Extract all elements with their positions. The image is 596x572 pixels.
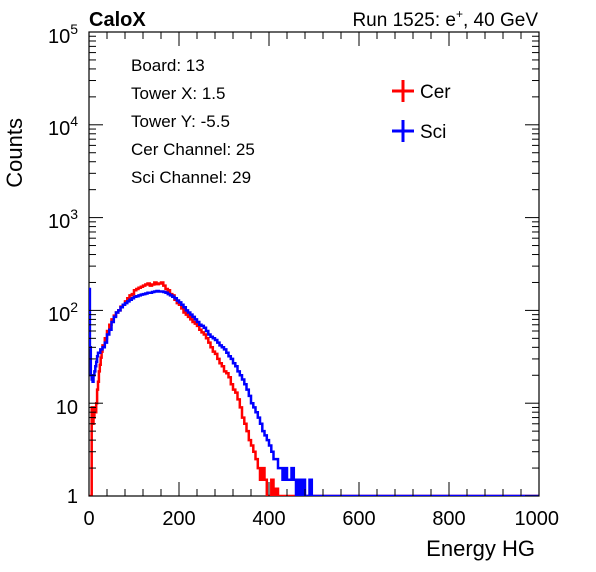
info-box: Board: 13 Tower X: 1.5 Tower Y: -5.5 Cer… (131, 56, 255, 187)
legend-label-sci: Sci (420, 122, 446, 143)
info-tower-x: Tower X: 1.5 (131, 84, 226, 103)
info-tower-y: Tower Y: -5.5 (131, 112, 230, 131)
x-axis-title: Energy HG (426, 536, 535, 561)
experiment-label: CaloX (89, 9, 146, 31)
y-tick-label-100: 102 (48, 299, 78, 326)
legend: Cer Sci (392, 80, 451, 143)
info-board: Board: 13 (131, 56, 205, 75)
x-tick-label-1000: 1000 (515, 508, 560, 530)
x-tick-labels: 0 200 400 600 800 1000 (83, 508, 559, 530)
x-tick-label-400: 400 (252, 508, 285, 530)
y-tick-label-10000: 104 (48, 113, 78, 140)
y-tick-label-1: 1 (67, 486, 78, 508)
run-info-label: Run 1525: e+, 40 GeV (352, 7, 538, 31)
x-tick-label-200: 200 (162, 508, 195, 530)
y-tick-label-10: 10 (56, 397, 78, 419)
y-tick-label-1000: 103 (48, 206, 78, 233)
x-tick-label-0: 0 (83, 508, 94, 530)
x-tick-label-600: 600 (342, 508, 375, 530)
legend-label-cer: Cer (420, 82, 451, 103)
info-sci-channel: Sci Channel: 29 (131, 168, 251, 187)
info-cer-channel: Cer Channel: 25 (131, 140, 255, 159)
x-tick-label-800: 800 (432, 508, 465, 530)
axes-layer (88, 31, 540, 497)
y-axis-title: Counts (2, 118, 27, 188)
y-tick-label-100000: 105 (48, 21, 78, 48)
run-info-prefix: Run 1525: e (352, 10, 456, 31)
series-layer (89, 281, 539, 496)
series-line-cer (89, 281, 539, 496)
legend-marker-sci (392, 120, 414, 142)
run-info-suffix: , 40 GeV (463, 10, 538, 31)
legend-marker-cer (392, 80, 414, 102)
series-line-sci (89, 287, 539, 496)
run-info-sup: + (456, 7, 463, 21)
